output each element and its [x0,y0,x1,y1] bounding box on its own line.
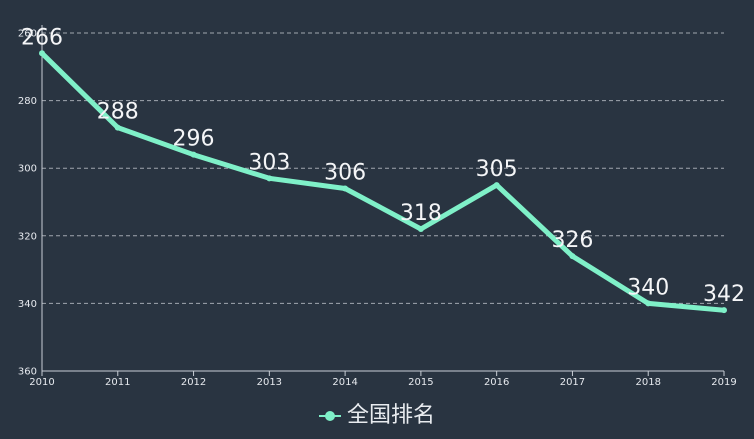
legend-item-ranking[interactable]: 全国排名 [318,403,435,428]
y-tick-label: 360 [18,367,37,378]
x-tick-label: 2018 [635,377,660,388]
y-tick-label: 280 [18,96,37,107]
x-tick-label: 2014 [332,377,357,388]
data-point[interactable] [342,185,349,192]
x-tick-label: 2010 [29,377,54,388]
legend-marker-icon [318,409,341,423]
x-tick-label: 2012 [181,377,206,388]
x-tick-label: 2015 [408,377,433,388]
x-tick-label: 2013 [257,377,282,388]
data-label: 342 [703,282,745,307]
x-tick-label: 2011 [105,377,130,388]
data-point[interactable] [493,182,500,189]
x-tick-label: 2016 [484,377,509,388]
data-point[interactable] [721,307,727,314]
y-tick-label: 260 [18,29,37,40]
data-point[interactable] [114,124,121,131]
data-point[interactable] [39,50,45,57]
data-label: 296 [173,127,215,152]
data-label: 303 [248,150,290,175]
legend: 全国排名 [0,400,754,432]
x-tick-label: 2019 [711,377,736,388]
data-label: 306 [324,160,366,185]
data-label: 305 [476,157,518,182]
series-layer [39,50,727,314]
y-tick-label: 300 [18,164,37,175]
data-label: 288 [97,100,139,125]
data-label: 340 [627,275,669,300]
grid-lines [42,32,724,304]
y-tick-label: 340 [18,299,37,310]
data-label: 318 [400,201,442,226]
data-point[interactable] [417,226,424,233]
legend-label: 全国排名 [346,403,435,428]
x-tick-label: 2017 [560,377,585,388]
data-point[interactable] [190,151,197,158]
data-label: 266 [21,25,63,50]
data-point[interactable] [266,175,273,182]
y-tick-label: 320 [18,231,37,242]
data-point[interactable] [645,300,652,307]
data-point[interactable] [569,253,576,260]
series-line-ranking [39,50,727,313]
data-label: 326 [551,228,593,253]
data-labels: 266 288 296 303 306 318 305 326 340 342 [21,25,745,307]
